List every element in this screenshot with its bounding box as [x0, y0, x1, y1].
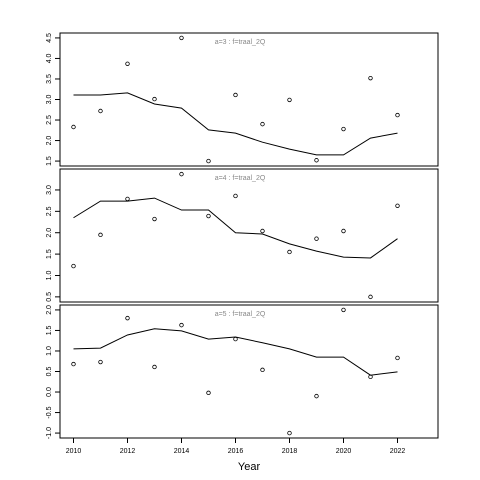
data-point: [206, 213, 211, 219]
data-point: [341, 126, 346, 132]
panel-frame: [59, 304, 439, 439]
y-tick-label: 4.5: [46, 33, 53, 43]
x-tick-label: 2020: [336, 448, 352, 455]
data-point: [395, 355, 400, 361]
data-point: [314, 236, 319, 241]
x-tick-label: 2018: [282, 448, 298, 455]
panel-title: a=4 : f=traal_2Q: [215, 175, 266, 182]
y-tick-label: 3.0: [46, 95, 53, 105]
data-point: [368, 294, 373, 300]
data-point: [125, 315, 130, 321]
y-tick-label: 2.0: [46, 228, 53, 238]
data-line: [73, 328, 398, 376]
data-point: [260, 121, 265, 127]
data-point: [341, 307, 346, 313]
data-point: [314, 393, 319, 399]
y-tick-label: 2.5: [46, 115, 53, 125]
data-point: [233, 193, 238, 199]
y-tick-label: -1.0: [46, 427, 53, 439]
x-tick-label: 2014: [174, 448, 190, 455]
y-tick-label: 1.5: [46, 325, 53, 335]
data-point: [395, 203, 400, 208]
y-tick-label: 2.0: [46, 136, 53, 146]
data-line: [73, 197, 398, 259]
panel-title: a=3 : f=traal_2Q: [215, 39, 266, 46]
data-point: [314, 158, 319, 163]
data-point: [98, 108, 103, 114]
panel-title: a=5 : f=traal_2Q: [215, 311, 266, 318]
x-tick-label: 2022: [390, 448, 406, 455]
x-tick-label: 2016: [228, 448, 244, 455]
data-point: [179, 171, 184, 177]
panel-frame: [59, 168, 439, 303]
data-point: [125, 61, 130, 66]
data-point: [260, 367, 265, 373]
data-point: [260, 228, 265, 234]
y-tick-label: 0.0: [46, 387, 53, 397]
x-tick-label: 2012: [120, 448, 136, 455]
data-point: [368, 75, 373, 81]
data-point: [287, 430, 292, 436]
data-point: [125, 196, 130, 202]
data-point: [71, 124, 76, 130]
data-point: [395, 112, 400, 118]
data-point: [341, 228, 346, 234]
y-tick-label: 4.0: [46, 53, 53, 63]
data-point: [152, 364, 157, 370]
y-tick-label: 1.5: [46, 249, 53, 259]
data-point: [179, 322, 184, 328]
data-point: [71, 263, 76, 269]
y-tick-label: 3.0: [46, 185, 53, 195]
data-point: [179, 35, 184, 41]
x-tick-label: 2010: [66, 448, 82, 455]
x-axis-label: Year: [238, 461, 261, 473]
y-tick-label: -0.5: [46, 406, 53, 418]
y-tick-label: 0.5: [46, 292, 53, 302]
y-tick-label: 2.0: [46, 305, 53, 315]
panel-frame: [59, 32, 439, 167]
data-point: [71, 361, 76, 367]
y-tick-label: 0.5: [46, 367, 53, 377]
y-tick-label: 3.5: [46, 74, 53, 84]
y-tick-label: 1.5: [46, 156, 53, 166]
y-tick-label: 1.0: [46, 271, 53, 281]
data-point: [233, 336, 238, 342]
y-tick-label: 1.0: [46, 346, 53, 356]
y-tick-label: 2.5: [46, 206, 53, 216]
data-line: [73, 92, 398, 156]
data-point: [98, 359, 103, 365]
data-point: [287, 249, 292, 255]
data-point: [98, 232, 103, 238]
data-point: [206, 158, 211, 164]
data-point: [152, 216, 157, 222]
data-point: [152, 96, 157, 102]
data-point: [287, 97, 292, 103]
data-point: [233, 92, 238, 98]
data-point: [206, 390, 211, 396]
